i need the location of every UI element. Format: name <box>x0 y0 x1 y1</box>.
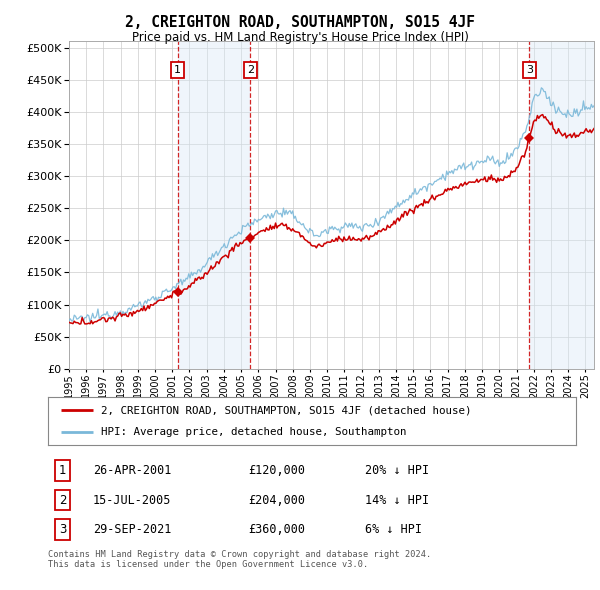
Text: 1: 1 <box>174 65 181 75</box>
Text: 1: 1 <box>59 464 67 477</box>
Text: 15-JUL-2005: 15-JUL-2005 <box>93 493 171 507</box>
Text: £360,000: £360,000 <box>248 523 305 536</box>
Text: 14% ↓ HPI: 14% ↓ HPI <box>365 493 429 507</box>
Text: £204,000: £204,000 <box>248 493 305 507</box>
Text: 20% ↓ HPI: 20% ↓ HPI <box>365 464 429 477</box>
Text: 26-APR-2001: 26-APR-2001 <box>93 464 171 477</box>
Text: Price paid vs. HM Land Registry's House Price Index (HPI): Price paid vs. HM Land Registry's House … <box>131 31 469 44</box>
Text: HPI: Average price, detached house, Southampton: HPI: Average price, detached house, Sout… <box>101 427 406 437</box>
Text: 3: 3 <box>59 523 67 536</box>
Text: 6% ↓ HPI: 6% ↓ HPI <box>365 523 422 536</box>
Text: 3: 3 <box>526 65 533 75</box>
Text: 29-SEP-2021: 29-SEP-2021 <box>93 523 171 536</box>
Text: 2, CREIGHTON ROAD, SOUTHAMPTON, SO15 4JF (detached house): 2, CREIGHTON ROAD, SOUTHAMPTON, SO15 4JF… <box>101 405 472 415</box>
Text: £120,000: £120,000 <box>248 464 305 477</box>
Text: 2: 2 <box>59 493 67 507</box>
Bar <box>529 41 594 369</box>
Bar <box>178 41 250 369</box>
Text: Contains HM Land Registry data © Crown copyright and database right 2024.
This d: Contains HM Land Registry data © Crown c… <box>48 550 431 569</box>
Text: 2, CREIGHTON ROAD, SOUTHAMPTON, SO15 4JF: 2, CREIGHTON ROAD, SOUTHAMPTON, SO15 4JF <box>125 15 475 30</box>
Text: 2: 2 <box>247 65 254 75</box>
